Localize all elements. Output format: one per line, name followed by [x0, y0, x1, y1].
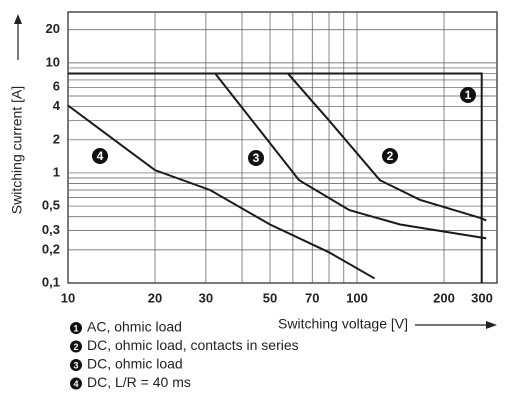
- curve-badge-circle: [92, 148, 108, 164]
- legend-label: DC, ohmic load, contacts in series: [87, 337, 299, 353]
- curve-badge: 2: [387, 149, 394, 163]
- legend-badge-circle: [70, 322, 82, 334]
- x-tick-label: 30: [199, 290, 213, 305]
- series-line: [67, 104, 376, 280]
- curve-badge-circle: [382, 148, 398, 164]
- legend-badge-circle: [70, 359, 82, 371]
- x-tick-label: 70: [305, 290, 319, 305]
- legend-badge-circle: [70, 377, 82, 390]
- y-tick-label: 0,1: [42, 274, 60, 289]
- curve-badge: 4: [97, 149, 104, 163]
- y-axis-label: Switching current [A]: [9, 86, 25, 214]
- y-tick-label: 2: [53, 131, 60, 146]
- x-tick-label: 10: [61, 290, 75, 305]
- x-tick-label: 50: [263, 290, 277, 305]
- legend-badge-circle: [70, 340, 82, 353]
- y-tick-label: 20: [46, 21, 60, 36]
- x-tick-label: 100: [346, 290, 368, 305]
- y-tick-label: 0,5: [42, 198, 60, 213]
- y-axis-arrowhead: [14, 14, 22, 24]
- plot-frame: [67, 11, 498, 284]
- series-line: [214, 72, 487, 240]
- y-tick-label: 10: [46, 54, 60, 69]
- series-line: [68, 72, 483, 283]
- legend-badge: 1: [73, 323, 78, 333]
- legend-badge: 4: [73, 379, 78, 389]
- curve-badge: 3: [253, 151, 260, 165]
- curve-badge-circle: [460, 87, 476, 103]
- y-tick-label: 0,2: [42, 241, 60, 256]
- y-tick-label: 1: [53, 164, 60, 179]
- legend-badge: 3: [73, 360, 78, 370]
- y-tick-label: 4: [53, 98, 61, 113]
- x-tick-label: 200: [433, 290, 455, 305]
- y-tick-label: 0,3: [42, 222, 60, 237]
- x-tick-label: 300: [471, 290, 493, 305]
- curve-badge-circle: [248, 150, 264, 166]
- y-tick-label: 6: [53, 79, 60, 94]
- series-line: [287, 72, 487, 222]
- legend-badge: 2: [73, 342, 78, 352]
- legend-label: DC, ohmic load: [87, 356, 183, 372]
- x-tick-label: 20: [148, 290, 162, 305]
- curve-badge: 1: [465, 88, 472, 102]
- legend-label: AC, ohmic load: [87, 319, 182, 335]
- x-axis-arrowhead: [486, 321, 497, 329]
- legend-label: DC, L/R = 40 ms: [87, 374, 191, 390]
- x-axis-label: Switching voltage [V]: [278, 316, 408, 332]
